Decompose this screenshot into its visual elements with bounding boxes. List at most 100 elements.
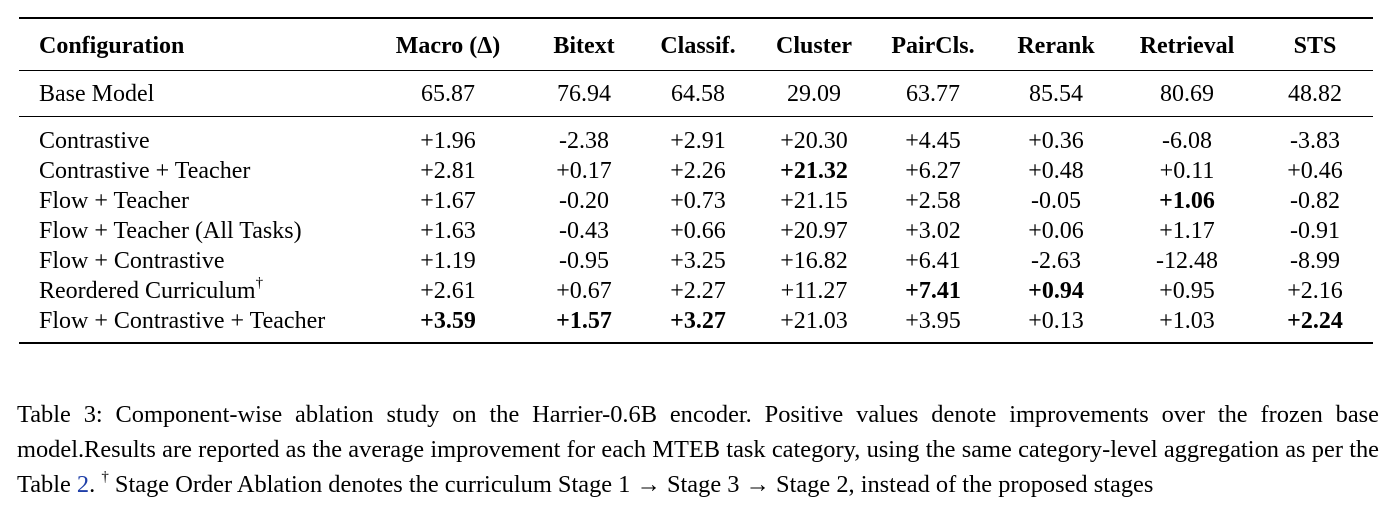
table-cell: +0.17 — [556, 158, 612, 184]
table-cell: -0.43 — [559, 218, 609, 244]
row-label: Flow + Teacher — [19, 186, 367, 216]
header-configuration: Configuration — [39, 33, 185, 59]
table-cell: +3.25 — [670, 248, 726, 274]
table-cell: +1.63 — [420, 218, 476, 244]
table-cell: +3.27 — [639, 306, 757, 344]
row-label: Flow + Contrastive + Teacher — [19, 306, 367, 344]
table-row: Reordered Curriculum† +2.61 +0.67 +2.27 +11.… — [19, 276, 1373, 306]
table-cell: +20.97 — [780, 218, 848, 244]
table-cell: +3.02 — [905, 218, 961, 244]
table-cell: +2.81 — [420, 158, 476, 184]
table-row: Flow + Teacher (All Tasks) +1.63 -0.43 +0.6… — [19, 216, 1373, 246]
row-label: Flow + Teacher (All Tasks) — [19, 216, 367, 246]
header-classif: Classif. — [660, 33, 736, 59]
table-cell: 29.09 — [757, 70, 871, 117]
dagger-mark: † — [255, 275, 264, 291]
row-label-text: Reordered Curriculum — [39, 278, 256, 304]
row-label-text: Flow + Contrastive + Teacher — [39, 308, 326, 334]
header-row: Configuration Macro (Δ) Bitext Classif. … — [19, 18, 1373, 71]
table-cell: -0.20 — [559, 188, 609, 214]
table-cell: +0.48 — [1028, 158, 1084, 184]
table-cell: +1.17 — [1159, 218, 1215, 244]
table-cell: +1.96 — [420, 128, 476, 154]
table-cell: +6.41 — [905, 248, 961, 274]
row-label: Reordered Curriculum† — [19, 276, 367, 306]
table-cell: +0.06 — [1028, 218, 1084, 244]
table-cell: +20.30 — [780, 128, 848, 154]
table-cell: -0.82 — [1290, 188, 1340, 214]
table-cell: +2.61 — [420, 278, 476, 304]
table-cell: -0.91 — [1290, 218, 1340, 244]
row-label-text: Flow + Teacher (All Tasks) — [39, 218, 302, 244]
table-cell: +0.94 — [1028, 278, 1084, 304]
header-macro: Macro (Δ) — [395, 33, 501, 59]
table-cell: +1.19 — [420, 248, 476, 274]
table-cell: +3.59 — [367, 306, 529, 344]
header-retrieval: Retrieval — [1139, 33, 1235, 59]
table-reference-link[interactable]: 2 — [76, 471, 90, 499]
row-label: Contrastive — [19, 117, 367, 157]
table-cell: -2.63 — [1031, 248, 1081, 274]
table-cell: +21.32 — [780, 158, 848, 184]
table-cell: +4.45 — [905, 128, 961, 154]
row-label: Contrastive + Teacher — [19, 156, 367, 186]
table-cell: 65.87 — [367, 70, 529, 117]
table-cell: -0.95 — [559, 248, 609, 274]
table-row: Contrastive +1.96 -2.38 +2.91 +20.30 +4.45 +0.… — [19, 117, 1373, 157]
row-label-text: Contrastive + Teacher — [39, 158, 251, 184]
table-cell: -3.83 — [1290, 128, 1340, 154]
results-table: Configuration Macro (Δ) Bitext Classif. … — [19, 17, 1373, 344]
row-label-text: Flow + Teacher — [39, 188, 190, 214]
table-caption: Table 3: Component-wise ablation study o… — [17, 397, 1379, 502]
table-cell: 76.94 — [529, 70, 639, 117]
table-cell: 48.82 — [1257, 70, 1373, 117]
table-cell: +0.13 — [995, 306, 1117, 344]
table-cell: +16.82 — [780, 248, 848, 274]
caption-text-2: . — [89, 471, 102, 499]
table-cell: +1.57 — [529, 306, 639, 344]
table-cell: -2.38 — [559, 128, 609, 154]
header-paircls: PairCls. — [891, 33, 975, 59]
table-cell: 63.77 — [871, 70, 995, 117]
table-cell: 85.54 — [995, 70, 1117, 117]
table-cell: +0.67 — [556, 278, 612, 304]
table-cell: +0.73 — [670, 188, 726, 214]
table-cell: +2.58 — [905, 188, 961, 214]
base-model-row: Base Model 65.87 76.94 64.58 29.09 63.77… — [19, 70, 1373, 117]
table-cell: -8.99 — [1290, 248, 1340, 274]
row-label-text: Contrastive — [39, 128, 150, 154]
table-cell: +2.26 — [670, 158, 726, 184]
table-cell: +2.27 — [670, 278, 726, 304]
table-cell: +0.46 — [1287, 158, 1343, 184]
table-row: Flow + Teacher +1.67 -0.20 +0.73 +21.15 +2.58… — [19, 186, 1373, 216]
table-cell: +0.66 — [670, 218, 726, 244]
table-cell: +0.11 — [1159, 158, 1215, 184]
header-sts: STS — [1293, 33, 1337, 59]
table-row: Contrastive + Teacher +2.81 +0.17 +2.26 +21.… — [19, 156, 1373, 186]
caption-text: Table 3: Component-wise ablation study o… — [17, 401, 1379, 499]
header-rerank: Rerank — [1017, 33, 1095, 59]
dagger-footnote: † — [101, 469, 109, 486]
table-cell: +1.67 — [420, 188, 476, 214]
header-bitext: Bitext — [553, 33, 615, 59]
table-cell: +11.27 — [780, 278, 848, 304]
table-cell: 64.58 — [639, 70, 757, 117]
table-cell: +6.27 — [905, 158, 961, 184]
table-cell: +2.24 — [1257, 306, 1373, 344]
table-cell: +2.91 — [670, 128, 726, 154]
table-cell: +1.06 — [1159, 188, 1215, 214]
table-cell: +7.41 — [905, 278, 961, 304]
table-cell: -12.48 — [1156, 248, 1218, 274]
table-cell: +21.15 — [780, 188, 848, 214]
table-cell: +2.16 — [1287, 278, 1343, 304]
table-cell: +21.03 — [757, 306, 871, 344]
ablation-rows: Contrastive +1.96 -2.38 +2.91 +20.30 +4.45 +0.… — [19, 117, 1373, 344]
table-cell: -0.05 — [1031, 188, 1081, 214]
row-label: Base Model — [19, 70, 367, 117]
caption-text-3: Stage Order Ablation denotes the curricu… — [108, 471, 1154, 499]
row-label: Flow + Contrastive — [19, 246, 367, 276]
table-cell: 80.69 — [1117, 70, 1257, 117]
table-cell: +3.95 — [871, 306, 995, 344]
header-cluster: Cluster — [776, 33, 852, 59]
table-cell: +1.03 — [1117, 306, 1257, 344]
